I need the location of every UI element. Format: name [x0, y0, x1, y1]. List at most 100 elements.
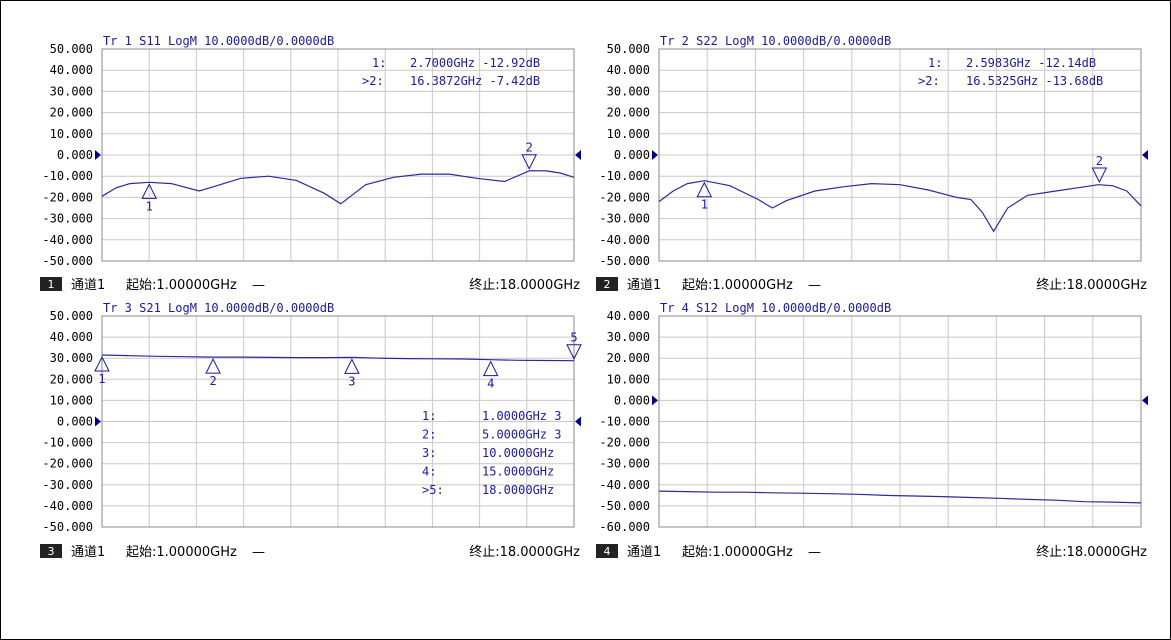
y-tick-label: 20.000	[607, 351, 650, 365]
readout-value: 2.5983GHz -12.14dB	[966, 56, 1096, 70]
channel-footer: 1 通道1 起始:1.00000GHz — 终止:18.0000GHz	[40, 277, 580, 293]
channel-number-chip	[596, 544, 618, 558]
readout-label: 2:	[422, 428, 436, 442]
y-tick-label: 0.000	[57, 415, 93, 429]
reference-arrow-right-icon	[1142, 395, 1148, 406]
y-tick-label: 40.000	[50, 330, 93, 344]
channel-label: 通道1	[627, 278, 661, 293]
stop-frequency: 终止:18.0000GHz	[469, 277, 580, 293]
grid	[659, 316, 1141, 527]
y-tick-label: -50.000	[599, 499, 650, 513]
reference-arrow-right-icon	[575, 416, 581, 427]
marker-1: 1	[94, 355, 110, 386]
trace-line	[658, 180, 1142, 233]
y-tick-label: -50.000	[42, 520, 93, 534]
y-tick-label: 20.000	[50, 372, 93, 386]
y-tick-label: 20.000	[50, 106, 93, 120]
readout-value: 16.5325GHz -13.68dB	[966, 74, 1103, 88]
marker-triangle-down-icon	[566, 344, 582, 360]
reference-arrow-left-icon	[652, 150, 658, 160]
marker-readout: 1: 1.0000GHz 31.5 2: 5.0000GHz 30.5 3: 10.000…	[422, 409, 590, 497]
readout-label: 3:	[422, 446, 436, 460]
marker-number: 2	[209, 374, 216, 388]
trace-line	[101, 354, 575, 362]
plot-border	[658, 48, 1142, 262]
marker-number: 2	[1096, 154, 1103, 168]
y-tick-label: -10.000	[42, 436, 93, 450]
trace-line	[658, 490, 1142, 504]
y-tick-label: 40.000	[50, 63, 93, 77]
marker-readout: 1: 2.7000GHz -12.92dB >2: 16.3872GHz -7.42d…	[362, 56, 540, 88]
trace-title: Tr 4 S12 LogM 10.0000dB/0.0000dB	[660, 301, 891, 315]
reference-arrow-right-icon	[575, 150, 581, 160]
marker-triangle-up-icon	[696, 181, 713, 198]
marker-triangle-up-icon	[141, 183, 158, 199]
channel-number-chip	[40, 277, 62, 291]
trace-title: Tr 2 S22 LogM 10.0000dB/0.0000dB	[660, 34, 891, 48]
y-tick-label: -40.000	[599, 478, 650, 492]
marker-triangle-up-icon	[94, 355, 110, 372]
y-tick-label: 50.000	[50, 309, 93, 323]
readout-value: 1.0000GHz 31.5	[482, 409, 583, 423]
trace-panel-2: 50.000 40.000 30.000 20.000 10.000 0.000 -10.0…	[596, 34, 1148, 293]
y-tick-label: -40.000	[599, 233, 650, 247]
stop-frequency: 终止:18.0000GHz	[469, 544, 580, 560]
y-tick-label: 40.000	[607, 63, 650, 77]
y-tick-label: -30.000	[599, 457, 650, 471]
marker-number: 1	[146, 199, 153, 213]
readout-label: >5:	[422, 483, 444, 497]
channel-label: 通道1	[71, 545, 105, 560]
readout-value: 5.0000GHz 30.5	[482, 428, 583, 442]
channel-number-chip	[596, 277, 618, 291]
channel-number: 3	[48, 545, 55, 558]
readout-label: >2:	[362, 74, 384, 88]
y-tick-label: -60.000	[599, 520, 650, 534]
reference-arrow-left-icon	[652, 395, 658, 406]
grid	[102, 316, 574, 527]
trace-line	[101, 170, 575, 205]
y-tick-label: 0.000	[614, 148, 650, 162]
readout-label: 1:	[928, 56, 942, 70]
y-tick-label: -30.000	[42, 478, 93, 492]
start-frequency: 起始:1.00000GHz	[126, 278, 237, 293]
marker-2: 2	[1091, 154, 1108, 184]
marker-triangle-up-icon	[344, 358, 360, 374]
channel-footer: 2 通道1 起始:1.00000GHz — 终止:18.0000GHz	[596, 277, 1147, 293]
y-tick-label: -10.000	[42, 169, 93, 183]
channel-footer: 3 通道1 起始:1.00000GHz — 终止:18.0000GHz	[40, 544, 580, 560]
readout-value: 15.0000GHz 29.3	[482, 465, 590, 479]
y-tick-label: -50.000	[42, 254, 93, 268]
readout-label: 1:	[372, 56, 386, 70]
trace-title: Tr 3 S21 LogM 10.0000dB/0.0000dB	[103, 301, 334, 315]
y-tick-label: 30.000	[50, 351, 93, 365]
plot-border	[101, 48, 575, 262]
y-tick-label: -20.000	[42, 457, 93, 471]
plot-border	[101, 315, 575, 528]
channel-label: 通道1	[627, 545, 661, 560]
channel-label: 通道1	[71, 278, 105, 293]
y-tick-label: 50.000	[607, 42, 650, 56]
stop-frequency: 终止:18.0000GHz	[1036, 544, 1147, 560]
y-tick-label: 50.000	[50, 42, 93, 56]
readout-value: 18.0000GHz 28.8	[482, 483, 590, 497]
marker-triangle-up-icon	[482, 360, 499, 377]
channel-number-chip	[40, 544, 62, 558]
start-frequency: 起始:1.00000GHz	[682, 278, 793, 293]
readout-value: 10.0000GHz 30.4	[482, 446, 590, 460]
marker-number: 2	[526, 141, 533, 155]
trace-panel-1: 50.000 40.000 30.000 20.000 10.000 0.000 -10.0…	[40, 34, 581, 293]
y-tick-label: -20.000	[42, 190, 93, 204]
channel-footer: 4 通道1 起始:1.00000GHz — 终止:18.0000GHz	[596, 544, 1147, 560]
marker-number: 1	[701, 198, 708, 212]
y-tick-label: 10.000	[50, 127, 93, 141]
marker-4: 4	[482, 360, 499, 391]
y-tick-label: 10.000	[607, 127, 650, 141]
marker-triangle-down-icon	[1091, 167, 1108, 184]
readout-label: 4:	[422, 465, 436, 479]
reference-arrow-left-icon	[95, 150, 101, 160]
start-dash: —	[808, 278, 821, 293]
y-tick-label: 0.000	[57, 148, 93, 162]
y-tick-label: -50.000	[599, 254, 650, 268]
channel-number: 1	[48, 278, 55, 291]
